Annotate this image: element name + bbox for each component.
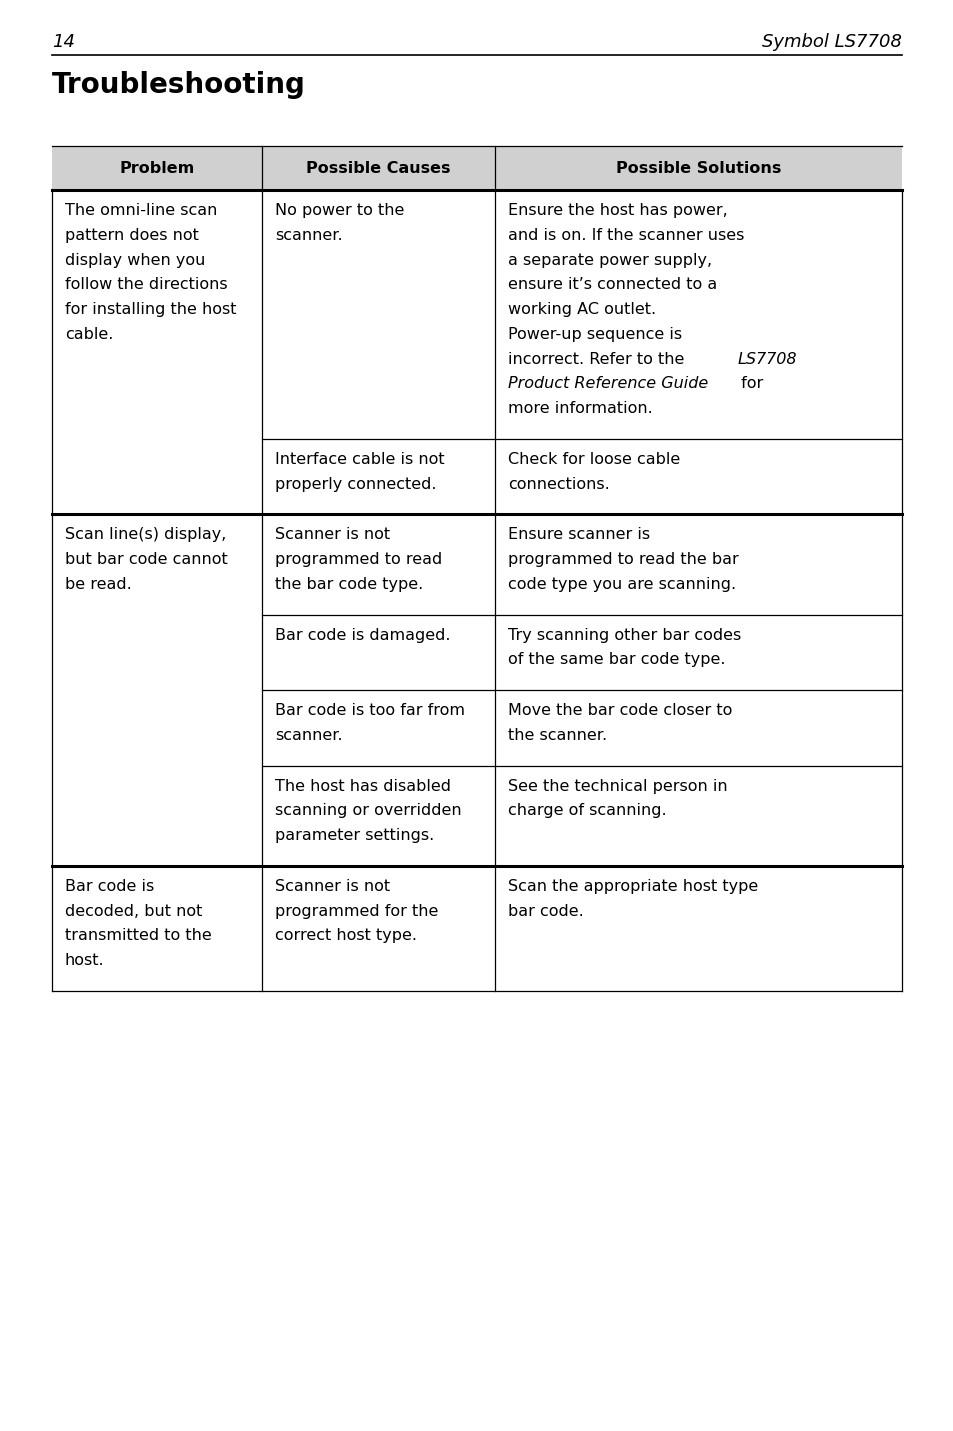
Text: Try scanning other bar codes: Try scanning other bar codes: [507, 628, 740, 643]
Text: Possible Solutions: Possible Solutions: [616, 160, 781, 176]
Text: Scan line(s) display,: Scan line(s) display,: [65, 528, 226, 542]
Text: bar code.: bar code.: [507, 903, 583, 919]
Text: scanning or overridden: scanning or overridden: [274, 803, 461, 819]
Text: code type you are scanning.: code type you are scanning.: [507, 577, 736, 592]
Text: a separate power supply,: a separate power supply,: [507, 252, 711, 268]
Text: incorrect. Refer to the: incorrect. Refer to the: [507, 352, 689, 366]
Text: properly connected.: properly connected.: [274, 477, 436, 492]
Text: connections.: connections.: [507, 477, 609, 492]
Text: The host has disabled: The host has disabled: [274, 778, 451, 794]
Text: Move the bar code closer to: Move the bar code closer to: [507, 703, 732, 718]
Text: working AC outlet.: working AC outlet.: [507, 302, 656, 318]
Text: Check for loose cable: Check for loose cable: [507, 452, 679, 467]
Text: but bar code cannot: but bar code cannot: [65, 552, 228, 567]
Text: See the technical person in: See the technical person in: [507, 778, 727, 794]
Text: scanner.: scanner.: [274, 228, 342, 243]
Text: programmed for the: programmed for the: [274, 903, 438, 919]
Text: pattern does not: pattern does not: [65, 228, 198, 243]
Text: ensure it’s connected to a: ensure it’s connected to a: [507, 278, 717, 292]
Text: host.: host.: [65, 953, 105, 969]
Text: Symbol LS7708: Symbol LS7708: [761, 33, 901, 52]
Text: of the same bar code type.: of the same bar code type.: [507, 653, 724, 667]
Text: Bar code is: Bar code is: [65, 879, 154, 894]
Text: Scan the appropriate host type: Scan the appropriate host type: [507, 879, 758, 894]
Text: Scanner is not: Scanner is not: [274, 528, 390, 542]
Text: correct host type.: correct host type.: [274, 929, 416, 943]
Text: programmed to read the bar: programmed to read the bar: [507, 552, 738, 567]
Text: more information.: more information.: [507, 401, 652, 416]
Text: No power to the: No power to the: [274, 203, 404, 218]
Text: Ensure scanner is: Ensure scanner is: [507, 528, 649, 542]
Text: programmed to read: programmed to read: [274, 552, 442, 567]
Text: The omni-line scan: The omni-line scan: [65, 203, 217, 218]
Text: be read.: be read.: [65, 577, 132, 592]
Text: LS7708: LS7708: [738, 352, 797, 366]
Text: display when you: display when you: [65, 252, 205, 268]
Text: Problem: Problem: [119, 160, 194, 176]
Text: 14: 14: [52, 33, 75, 52]
Text: charge of scanning.: charge of scanning.: [507, 803, 666, 819]
Text: for installing the host: for installing the host: [65, 302, 236, 318]
Text: Troubleshooting: Troubleshooting: [52, 72, 306, 99]
Text: Scanner is not: Scanner is not: [274, 879, 390, 894]
Text: Bar code is damaged.: Bar code is damaged.: [274, 628, 450, 643]
Text: Possible Causes: Possible Causes: [306, 160, 450, 176]
Bar: [52, 146, 901, 190]
Text: transmitted to the: transmitted to the: [65, 929, 212, 943]
Text: for: for: [735, 376, 762, 391]
Text: the bar code type.: the bar code type.: [274, 577, 423, 592]
Text: Interface cable is not: Interface cable is not: [274, 452, 444, 467]
Text: cable.: cable.: [65, 326, 113, 342]
Text: Power-up sequence is: Power-up sequence is: [507, 326, 681, 342]
Text: parameter settings.: parameter settings.: [274, 829, 434, 843]
Text: Product Reference Guide: Product Reference Guide: [507, 376, 707, 391]
Text: Bar code is too far from: Bar code is too far from: [274, 703, 464, 718]
Text: Ensure the host has power,: Ensure the host has power,: [507, 203, 727, 218]
Text: and is on. If the scanner uses: and is on. If the scanner uses: [507, 228, 743, 243]
Text: scanner.: scanner.: [274, 728, 342, 743]
Text: the scanner.: the scanner.: [507, 728, 606, 743]
Text: decoded, but not: decoded, but not: [65, 903, 202, 919]
Text: follow the directions: follow the directions: [65, 278, 228, 292]
